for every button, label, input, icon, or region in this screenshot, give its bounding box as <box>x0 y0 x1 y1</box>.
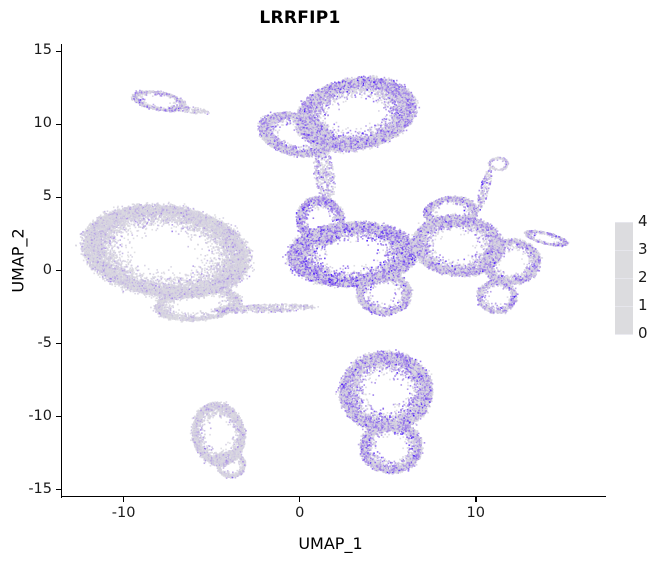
x-axis-line <box>61 496 606 498</box>
colorbar-tick-mark <box>615 250 633 252</box>
y-tick-label: 10 <box>33 115 52 132</box>
x-tick-mark <box>299 497 301 502</box>
y-tick-mark <box>56 196 61 199</box>
y-axis-label: UMAP_2 <box>8 228 28 293</box>
colorbar-tick-mark <box>615 222 633 224</box>
x-tick-label: 10 <box>466 505 485 521</box>
colorbar-legend: 4 3 2 1 0 <box>612 214 670 342</box>
colorbar-tick-mark <box>615 334 633 336</box>
x-tick-label: -10 <box>111 505 136 521</box>
colorbar-tick-label: 0 <box>638 324 648 342</box>
page-title: LRRFIP1 <box>259 8 341 28</box>
y-tick-mark <box>56 50 61 53</box>
y-tick-label: -15 <box>28 480 52 497</box>
colorbar-tick-mark <box>615 278 633 280</box>
colorbar-tick-label: 3 <box>638 240 648 258</box>
x-tick-mark <box>475 497 477 502</box>
y-tick-mark <box>56 123 61 126</box>
y-tick-label: -5 <box>37 334 52 351</box>
y-tick-mark <box>56 489 61 491</box>
y-tick-label: 5 <box>42 188 52 205</box>
y-tick-label: 0 <box>42 261 52 278</box>
y-tick-mark <box>56 416 61 418</box>
x-tick-mark <box>123 497 125 502</box>
plot-panel <box>62 44 599 497</box>
y-tick-mark <box>56 270 61 272</box>
y-axis-line <box>61 44 63 498</box>
x-tick-label: 0 <box>295 505 305 521</box>
scatter-plot-canvas <box>62 44 599 497</box>
x-axis-label: UMAP_1 <box>298 534 363 553</box>
colorbar-tick-label: 4 <box>638 212 648 230</box>
y-tick-label: -10 <box>28 407 52 424</box>
colorbar-tick-mark <box>615 306 633 308</box>
y-tick-mark <box>56 343 61 345</box>
colorbar-tick-label: 1 <box>638 296 648 314</box>
y-tick-label: 15 <box>33 42 52 59</box>
colorbar-tick-label: 2 <box>638 268 648 286</box>
